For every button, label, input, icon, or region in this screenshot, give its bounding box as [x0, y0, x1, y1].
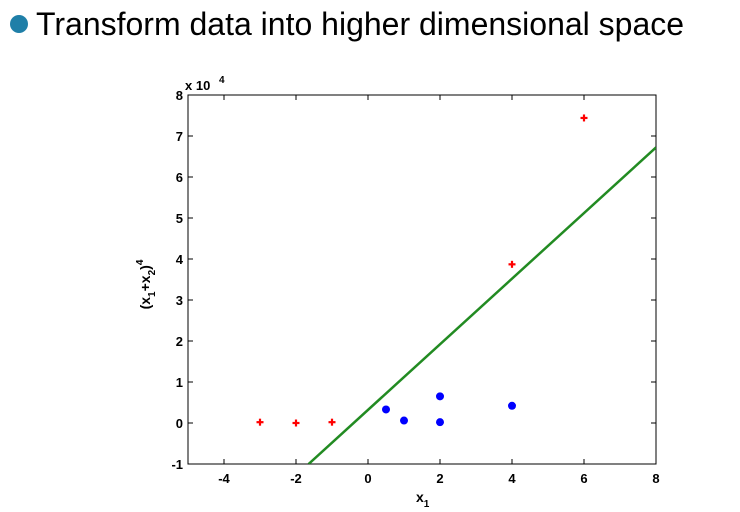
x-tick-label: -2	[290, 471, 302, 486]
y-tick-label: 3	[176, 293, 183, 308]
data-points	[256, 114, 588, 427]
y-axis-label: (x1+x2)4	[135, 259, 158, 309]
x-tick-label: 4	[508, 471, 516, 486]
separator-line	[307, 146, 656, 464]
y-multiplier-label: x 10	[185, 78, 210, 93]
y-tick-label: -1	[171, 457, 183, 472]
data-point-dot	[436, 392, 444, 401]
y-multiplier-exponent: 4	[219, 75, 225, 86]
x-tick-label: 2	[436, 471, 443, 486]
bullet-item: Transform data into higher dimensional s…	[10, 4, 684, 44]
data-point-plus	[508, 260, 516, 268]
data-point-dot	[400, 416, 408, 425]
x-tick-label: 6	[580, 471, 587, 486]
x-tick-label: 8	[652, 471, 659, 486]
data-point-plus	[292, 419, 300, 427]
y-tick-label: 5	[176, 211, 183, 226]
y-tick-label: 0	[176, 416, 183, 431]
axis-ticks: -4 -2 0 2 4 6 8 -1 0 1 2 3 4 5 6 7 8	[171, 88, 659, 486]
data-point-plus	[580, 114, 588, 122]
y-tick-label: 2	[176, 334, 183, 349]
data-point-dot	[508, 401, 516, 410]
x-tick-label: -4	[218, 471, 230, 486]
separator-line-group	[307, 146, 656, 464]
bullet-dot-icon	[10, 15, 28, 33]
x-tick-label: 0	[364, 471, 371, 486]
data-point-plus	[328, 418, 336, 426]
y-tick-label: 1	[176, 375, 183, 390]
y-tick-label: 4	[176, 252, 184, 267]
data-point-plus	[256, 418, 264, 426]
y-tick-label: 7	[176, 129, 183, 144]
data-point-dot	[436, 418, 444, 427]
y-tick-label: 8	[176, 88, 183, 103]
data-point-dot	[382, 405, 390, 414]
y-tick-label: 6	[176, 170, 183, 185]
bullet-text: Transform data into higher dimensional s…	[36, 6, 685, 42]
x-axis-label: x1	[416, 489, 430, 510]
plot-frame	[187, 94, 657, 465]
